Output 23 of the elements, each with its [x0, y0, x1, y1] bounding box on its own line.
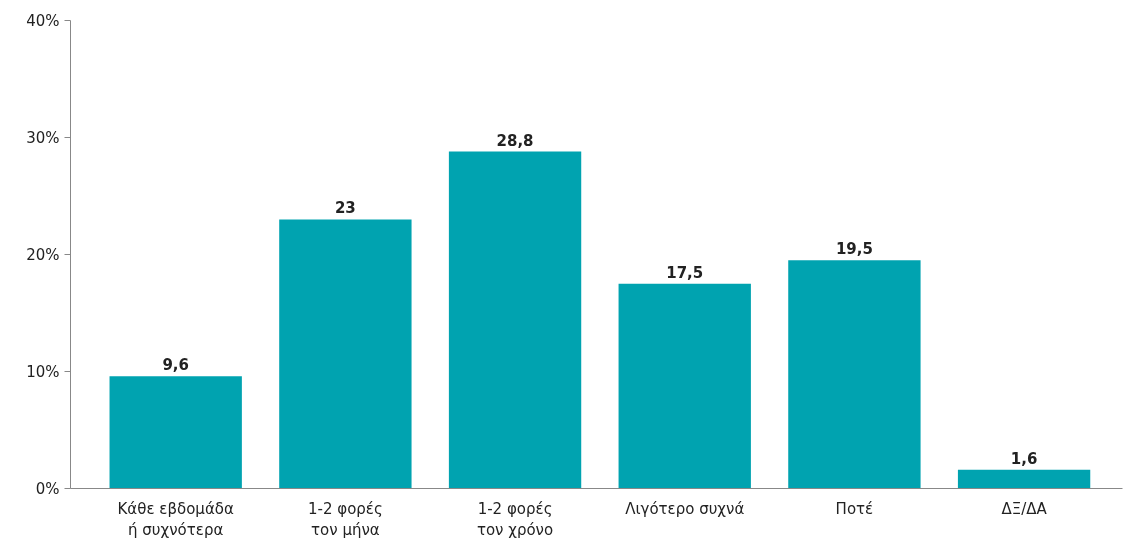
data-label: 17,5	[666, 263, 704, 282]
data-label: 9,6	[162, 356, 189, 375]
data-label: 23	[334, 199, 356, 218]
y-tick-label: 40%	[26, 11, 60, 30]
bar	[618, 283, 751, 489]
bar	[448, 151, 582, 489]
y-tick-label: 30%	[26, 128, 60, 147]
y-tick-label: 10%	[26, 362, 60, 381]
x-tick-label: Κάθε εβδομάδα ή συχνότερα	[117, 499, 234, 540]
data-label: 19,5	[835, 240, 873, 259]
x-tick-label: 1-2 φορές τον χρόνο	[476, 499, 554, 540]
bar	[788, 260, 921, 489]
data-label: 28,8	[496, 131, 534, 150]
x-tick-label: 1-2 φορές τον μήνα	[307, 499, 383, 540]
bar	[279, 219, 412, 489]
x-tick-label: ΔΞ/ΔΑ	[1001, 499, 1048, 518]
data-label: 1,6	[1010, 449, 1038, 468]
bar	[109, 376, 242, 489]
y-tick-label: 20%	[26, 245, 60, 264]
x-tick-label: Ποτέ	[835, 499, 874, 518]
y-tick-label: 0%	[35, 479, 60, 498]
bar	[957, 469, 1091, 489]
x-tick-label: Λιγότερο συχνά	[625, 499, 745, 518]
